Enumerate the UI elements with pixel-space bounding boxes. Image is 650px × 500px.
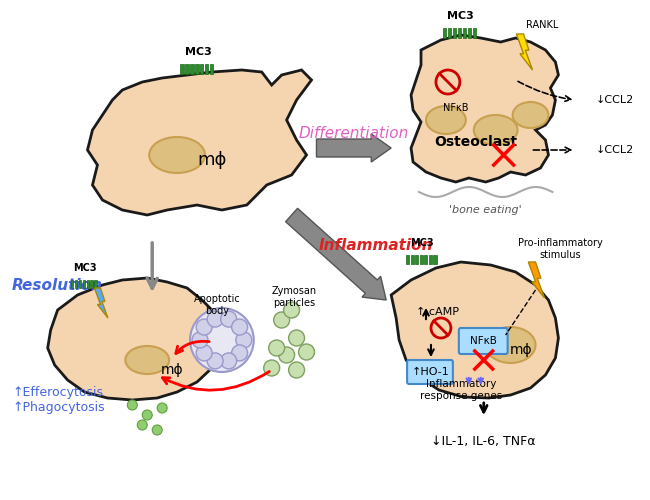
Circle shape xyxy=(157,403,167,413)
Polygon shape xyxy=(391,262,558,398)
Circle shape xyxy=(142,410,152,420)
Circle shape xyxy=(289,362,305,378)
Circle shape xyxy=(127,400,137,410)
Text: ↑Efferocytosis
↑Phagocytosis: ↑Efferocytosis ↑Phagocytosis xyxy=(13,386,105,414)
Text: RANKL: RANKL xyxy=(526,20,558,30)
Text: Zymosan
particles: Zymosan particles xyxy=(272,286,317,308)
Text: mϕ: mϕ xyxy=(197,151,227,169)
Bar xyxy=(83,280,85,288)
Circle shape xyxy=(221,311,237,327)
Circle shape xyxy=(283,302,300,318)
Bar xyxy=(473,28,476,38)
Circle shape xyxy=(196,319,212,335)
Bar xyxy=(468,28,471,38)
FancyArrow shape xyxy=(317,134,391,162)
Text: ↑HO-1: ↑HO-1 xyxy=(412,367,450,377)
Text: Apoptotic
body: Apoptotic body xyxy=(194,294,240,316)
Bar xyxy=(424,255,428,264)
Text: MC3: MC3 xyxy=(410,238,434,248)
Text: mϕ: mϕ xyxy=(161,363,183,377)
Text: mϕ: mϕ xyxy=(509,343,532,357)
Bar xyxy=(190,64,194,74)
Ellipse shape xyxy=(426,106,466,134)
Circle shape xyxy=(207,311,223,327)
Ellipse shape xyxy=(474,115,517,145)
Bar xyxy=(448,28,451,38)
Text: MC3: MC3 xyxy=(73,263,96,273)
Ellipse shape xyxy=(486,327,536,363)
Bar xyxy=(90,280,93,288)
Circle shape xyxy=(298,344,315,360)
Bar xyxy=(205,64,209,74)
Circle shape xyxy=(264,360,280,376)
Text: MC3: MC3 xyxy=(447,11,474,21)
Circle shape xyxy=(221,353,237,369)
Bar xyxy=(463,28,466,38)
Text: ↓CCL2: ↓CCL2 xyxy=(595,145,634,155)
Text: Inflammation: Inflammation xyxy=(319,238,434,252)
Polygon shape xyxy=(94,288,108,318)
Ellipse shape xyxy=(513,102,549,128)
Bar xyxy=(458,28,461,38)
Circle shape xyxy=(137,420,148,430)
FancyBboxPatch shape xyxy=(407,360,453,384)
Circle shape xyxy=(289,330,305,346)
Circle shape xyxy=(192,332,208,348)
Bar xyxy=(195,64,198,74)
Bar xyxy=(200,64,203,74)
Text: MC3: MC3 xyxy=(185,47,211,57)
Bar xyxy=(434,255,437,264)
Text: Differentiation: Differentiation xyxy=(298,126,408,140)
Polygon shape xyxy=(88,70,311,215)
Bar xyxy=(71,280,73,288)
Bar xyxy=(75,280,77,288)
Text: ↑ cAMP: ↑ cAMP xyxy=(416,307,459,317)
Ellipse shape xyxy=(150,137,205,173)
Polygon shape xyxy=(528,262,545,298)
Circle shape xyxy=(190,308,254,372)
Circle shape xyxy=(231,319,248,335)
Bar xyxy=(86,280,89,288)
Bar xyxy=(453,28,456,38)
Text: NFκB: NFκB xyxy=(471,336,497,346)
Circle shape xyxy=(207,353,223,369)
Circle shape xyxy=(152,425,162,435)
Text: Resolution: Resolution xyxy=(12,278,103,292)
Bar xyxy=(420,255,423,264)
Circle shape xyxy=(274,312,290,328)
Bar xyxy=(180,64,183,74)
Circle shape xyxy=(279,347,294,363)
Text: 'bone eating': 'bone eating' xyxy=(449,205,522,215)
Bar xyxy=(94,280,98,288)
Polygon shape xyxy=(47,278,222,400)
Bar xyxy=(406,255,410,264)
FancyArrow shape xyxy=(285,208,386,300)
Bar xyxy=(185,64,188,74)
FancyBboxPatch shape xyxy=(459,328,508,354)
Circle shape xyxy=(268,340,285,356)
Circle shape xyxy=(231,345,248,361)
Circle shape xyxy=(196,345,212,361)
Bar xyxy=(210,64,213,74)
Text: ↓CCL2: ↓CCL2 xyxy=(595,95,634,105)
Bar xyxy=(415,255,419,264)
Bar xyxy=(443,28,447,38)
Text: Inflammatory
response genes: Inflammatory response genes xyxy=(420,379,502,401)
Circle shape xyxy=(236,332,252,348)
Ellipse shape xyxy=(125,346,169,374)
Bar xyxy=(411,255,414,264)
Bar xyxy=(429,255,432,264)
Polygon shape xyxy=(411,35,558,182)
Text: Osteoclast: Osteoclast xyxy=(434,135,517,149)
Polygon shape xyxy=(516,34,532,70)
Text: ↓IL-1, IL-6, TNFα: ↓IL-1, IL-6, TNFα xyxy=(432,435,536,448)
Bar xyxy=(79,280,81,288)
Text: Pro-inflammatory
stimulus: Pro-inflammatory stimulus xyxy=(518,238,603,260)
Text: NFκB: NFκB xyxy=(443,103,469,113)
